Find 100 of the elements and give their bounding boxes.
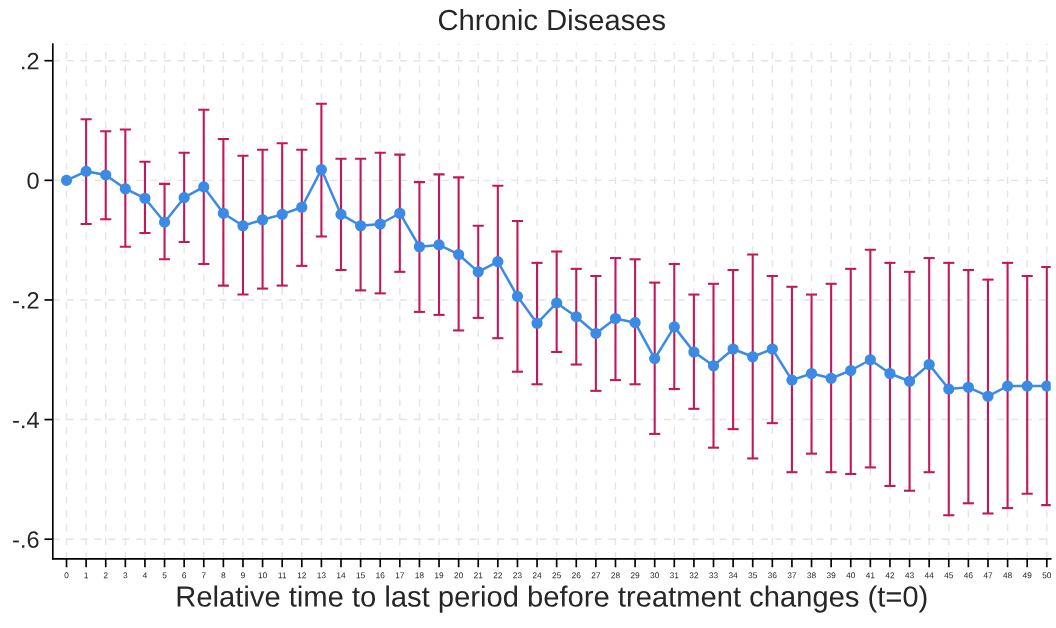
- point: [335, 208, 347, 220]
- x-tick-label: 13: [317, 572, 326, 579]
- x-tick-label: 8: [221, 572, 226, 579]
- point: [747, 351, 759, 363]
- x-tick-label: 46: [963, 572, 973, 579]
- point: [727, 343, 739, 355]
- point: [649, 353, 661, 365]
- point: [982, 390, 994, 402]
- x-tick-label: 47: [983, 572, 993, 579]
- y-tick-label: -.2: [13, 292, 39, 309]
- point: [139, 192, 151, 204]
- point: [531, 317, 543, 329]
- x-tick-label: 15: [356, 572, 365, 579]
- x-tick-label: 50: [1042, 572, 1052, 579]
- point: [609, 312, 622, 325]
- point: [296, 201, 308, 213]
- y-tick-label: 0: [27, 172, 39, 190]
- x-tick-label: 49: [1022, 572, 1032, 579]
- x-tick-label: 1: [84, 572, 89, 579]
- point: [590, 327, 602, 339]
- point: [374, 218, 386, 230]
- point: [943, 383, 955, 395]
- x-tick-label: 19: [435, 572, 444, 579]
- point: [668, 321, 680, 333]
- point: [315, 164, 327, 176]
- point: [276, 208, 288, 220]
- x-tick-label: 33: [709, 572, 718, 579]
- x-tick-label: 10: [258, 572, 267, 579]
- point: [119, 183, 131, 195]
- x-tick-label: 6: [182, 572, 187, 579]
- x-tick-label: 39: [826, 572, 836, 579]
- x-tick-label: 21: [474, 572, 483, 579]
- x-tick-label: 2: [103, 572, 108, 579]
- point: [629, 317, 641, 329]
- x-tick-label: 28: [611, 572, 620, 579]
- point: [707, 360, 720, 372]
- point: [805, 367, 818, 380]
- x-tick-label: 34: [728, 572, 738, 579]
- x-tick-label: 16: [376, 572, 385, 579]
- point: [100, 169, 112, 181]
- point: [178, 192, 190, 204]
- x-tick-label: 41: [865, 572, 875, 579]
- x-axis-title: Relative time to last period before treatment changes (t=0): [177, 585, 927, 613]
- x-tick-label: 42: [885, 572, 895, 579]
- chart-title: Chronic Diseases: [438, 8, 665, 31]
- point: [60, 174, 73, 186]
- x-tick-label: 43: [905, 572, 914, 579]
- point: [786, 374, 798, 386]
- y-tick-label: -.6: [13, 531, 39, 548]
- x-tick-label: 24: [532, 572, 542, 579]
- x-tick-label: 38: [807, 572, 816, 579]
- x-tick-label: 12: [297, 572, 307, 579]
- x-tick-label: 23: [513, 572, 522, 579]
- x-tick-label: 17: [395, 572, 405, 579]
- point: [864, 354, 876, 366]
- x-tick-label: 18: [415, 572, 424, 579]
- x-tick-label: 40: [846, 572, 856, 579]
- x-tick-label: 7: [201, 572, 206, 579]
- x-tick-label: 11: [278, 572, 287, 579]
- point: [433, 239, 445, 251]
- x-tick-label: 22: [493, 572, 503, 579]
- point: [472, 266, 484, 278]
- x-tick-label: 31: [669, 572, 679, 579]
- point: [511, 290, 524, 302]
- point: [159, 216, 171, 228]
- x-tick-label: 44: [924, 572, 934, 579]
- point: [825, 372, 837, 384]
- x-tick-label: 36: [768, 572, 777, 579]
- point: [492, 256, 504, 268]
- point: [413, 241, 425, 253]
- point: [453, 248, 465, 261]
- x-tick-label: 20: [454, 572, 463, 579]
- x-tick-label: 4: [142, 572, 148, 579]
- point: [845, 364, 857, 377]
- point: [1041, 380, 1051, 392]
- x-tick-label: 30: [650, 572, 659, 579]
- point: [551, 297, 563, 309]
- point: [237, 220, 249, 232]
- x-tick-label: 48: [1003, 572, 1012, 579]
- point: [394, 207, 406, 219]
- x-tick-label: 29: [630, 572, 640, 579]
- x-tick-label: 25: [552, 572, 561, 579]
- x-tick-label: 9: [241, 572, 245, 579]
- point: [570, 311, 582, 323]
- point: [80, 165, 92, 177]
- point: [884, 367, 896, 380]
- point: [217, 207, 229, 219]
- x-tick-label: 26: [572, 572, 581, 579]
- x-tick-label: 37: [787, 572, 797, 579]
- x-tick-label: 0: [64, 572, 69, 579]
- point: [904, 375, 916, 387]
- x-tick-label: 32: [689, 572, 699, 579]
- x-tick-label: 14: [337, 572, 346, 579]
- y-tick-label: -.4: [13, 411, 39, 429]
- point: [1002, 380, 1014, 392]
- point: [688, 346, 700, 358]
- point: [257, 214, 269, 226]
- x-tick-label: 27: [591, 572, 601, 579]
- point: [355, 220, 367, 232]
- point: [923, 358, 935, 371]
